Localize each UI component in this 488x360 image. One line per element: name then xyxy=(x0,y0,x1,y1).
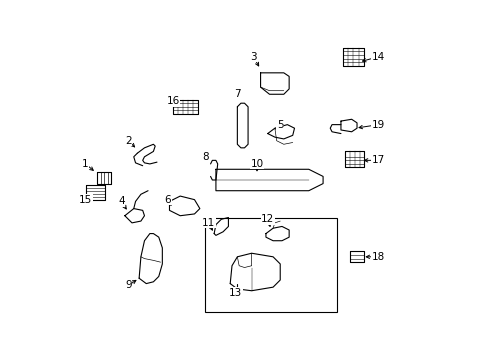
Text: 9: 9 xyxy=(125,280,131,291)
Bar xyxy=(205,217,337,312)
Text: 18: 18 xyxy=(371,252,384,262)
Text: 5: 5 xyxy=(276,120,283,130)
Text: 14: 14 xyxy=(371,52,384,62)
Text: 8: 8 xyxy=(202,152,208,162)
Text: 11: 11 xyxy=(202,218,215,228)
Text: 2: 2 xyxy=(125,136,131,146)
Text: 13: 13 xyxy=(228,288,242,297)
Text: 16: 16 xyxy=(166,96,179,107)
Text: 10: 10 xyxy=(250,159,263,169)
Text: 17: 17 xyxy=(371,156,384,165)
Text: 19: 19 xyxy=(371,120,384,130)
Text: 12: 12 xyxy=(261,214,274,224)
Text: 15: 15 xyxy=(79,195,92,204)
Text: 3: 3 xyxy=(249,52,256,62)
Text: 7: 7 xyxy=(234,89,240,99)
Text: 4: 4 xyxy=(118,197,124,206)
Text: 6: 6 xyxy=(164,195,171,204)
Text: 1: 1 xyxy=(82,159,89,169)
